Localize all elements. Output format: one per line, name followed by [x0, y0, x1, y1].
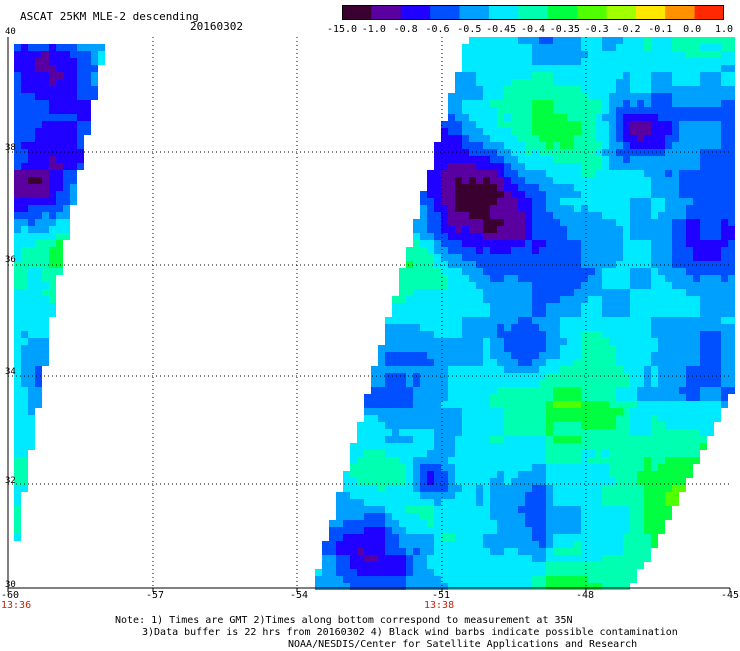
colorbar-label: -0.2: [616, 24, 641, 35]
lat-label-34: 34: [5, 367, 16, 377]
footnote: Note: 1) Times are GMT 2)Times along bot…: [115, 615, 678, 651]
lat-label-30: 30: [5, 580, 16, 590]
colorbar-labels: -15.0 -1.0 -0.8 -0.6 -0.5 -0.45 -0.4 -0.35 -0.3-…: [320, 24, 740, 38]
colorbar-label: 1.0: [714, 24, 734, 35]
colorbar-segment: [488, 5, 519, 20]
colorbar-label: -1.0: [361, 24, 386, 35]
colorbar-segment: [577, 5, 607, 20]
colorbar-segment: [665, 5, 696, 20]
lat-label-38: 38: [5, 143, 16, 153]
colorbar-label: -0.5: [457, 24, 482, 35]
colorbar-label: 0.0: [683, 24, 702, 35]
time-label-60w: 13:36: [1, 600, 32, 611]
lon-label-48w: -48: [576, 590, 595, 601]
lon-label-60w: -60: [1, 590, 20, 601]
colorbar-label: -0.35: [549, 24, 580, 35]
colorbar-segment: [430, 5, 461, 20]
footnote-line-1: Note: 1) Times are GMT 2)Times along bot…: [115, 615, 573, 626]
colorbar-segment: [400, 5, 431, 20]
lon-label-54w: -54: [290, 590, 309, 601]
lat-label-32: 32: [5, 476, 16, 486]
plot-date: 20160302: [190, 20, 243, 33]
swath-cells: [14, 37, 735, 590]
colorbar-label: -15.0: [326, 24, 358, 35]
plot-title: ASCAT 25KM MLE-2 descending: [20, 10, 199, 23]
lon-label-45w: -45: [721, 590, 740, 601]
colorbar-label: -0.4: [520, 24, 546, 35]
colorbar-segment: [547, 5, 578, 20]
colorbar: [342, 5, 724, 20]
colorbar-segment: [518, 5, 549, 20]
colorbar-segment: [606, 5, 637, 20]
colorbar-segment: [342, 5, 372, 20]
plot-frame: [7, 37, 731, 592]
lon-label-51w: -51: [432, 590, 451, 601]
lon-label-57w: -57: [146, 590, 165, 601]
colorbar-segment: [694, 5, 724, 20]
colorbar-segment: [371, 5, 402, 20]
colorbar-label: -0.45: [486, 24, 517, 35]
lat-label-40: 40: [5, 27, 16, 37]
colorbar-label: -0.6: [425, 24, 450, 35]
time-label-51w: 13:38: [424, 600, 455, 611]
colorbar-segment: [635, 5, 666, 20]
lat-label-36: 36: [5, 255, 16, 265]
colorbar-label: -0.1: [648, 24, 673, 35]
colorbar-label: -0.3: [584, 24, 609, 35]
graticule: [8, 37, 730, 588]
colorbar-label: -0.8: [393, 24, 418, 35]
colorbar-segment: [459, 5, 490, 20]
footnote-line-2: 3)Data buffer is 22 hrs from 20160302 4)…: [142, 627, 678, 638]
footnote-line-3: NOAA/NESDIS/Center for Satellite Applica…: [288, 639, 638, 650]
